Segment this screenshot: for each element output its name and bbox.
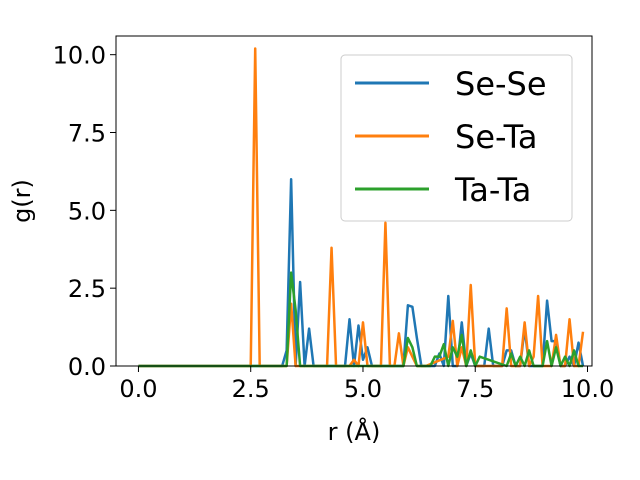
y-axis-label: g(r) bbox=[8, 179, 36, 223]
y-tick-label: 2.5 bbox=[68, 275, 106, 303]
plot-frame bbox=[115, 35, 593, 367]
x-tick-label: 0.0 bbox=[119, 375, 157, 403]
legend-label-se-se: Se-Se bbox=[455, 65, 547, 103]
x-tick-label: 7.5 bbox=[456, 375, 494, 403]
x-axis-label: r (Å) bbox=[328, 417, 381, 446]
y-tick-label: 10.0 bbox=[53, 42, 106, 70]
legend: Se-Se Se-Ta Ta-Ta bbox=[340, 54, 573, 222]
y-tick-label: 5.0 bbox=[68, 197, 106, 225]
x-tick-label: 5.0 bbox=[344, 375, 382, 403]
legend-label-ta-ta: Ta-Ta bbox=[454, 171, 531, 209]
x-tick-label: 2.5 bbox=[232, 375, 270, 403]
legend-box bbox=[340, 54, 573, 222]
legend-label-se-ta: Se-Ta bbox=[455, 118, 537, 156]
y-tick-label: 0.0 bbox=[68, 353, 106, 381]
y-tick-label: 7.5 bbox=[68, 120, 106, 148]
x-tick-label: 10.0 bbox=[561, 375, 614, 403]
axis-ticks: 0.0 2.5 5.0 7.5 10.0 0.0 2.5 5.0 7.5 10.0 bbox=[53, 42, 615, 403]
